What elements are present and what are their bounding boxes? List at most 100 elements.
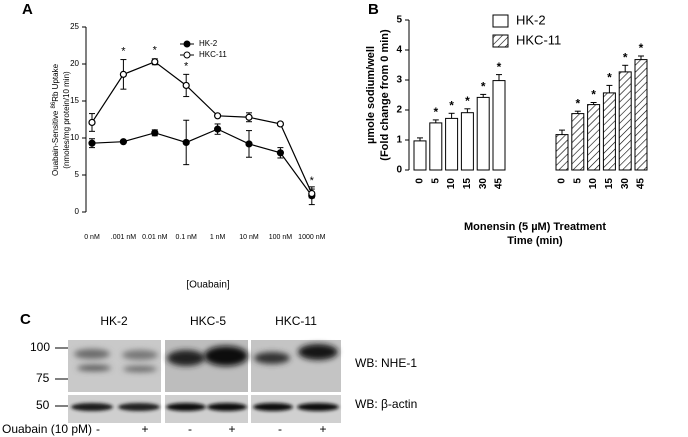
y-tick-label: 3 [396,75,402,86]
data-point [119,138,128,146]
x-tick-label: .001 nM [111,234,136,241]
x-tick-label: 30 [620,178,631,190]
x-tick-label: 10 [446,178,457,190]
significance-mark: * [121,45,126,57]
series-line [91,128,313,197]
y-tick-label: 20 [70,59,79,68]
blot-panel: C HK-2 HKC-5 HKC-11 100 75 50 [2,311,417,436]
treatment-sign: + [228,422,235,436]
treatment-sign: - [278,422,282,436]
y-label-sup: 86 [51,101,57,108]
legend-label: HK-2 [516,12,546,27]
cell-line-label: HK-2 [100,314,128,328]
legend-marker [183,40,191,48]
data-point [214,125,222,133]
bar [429,122,443,171]
x-tick-label: 0 [415,178,426,184]
x-tick-label: 10 [588,178,599,190]
x-axis-label: Monensin (5 µM) Treatment [464,221,606,233]
data-point [151,129,159,137]
y-tick-label: 5 [75,170,80,179]
y-tick-label: 4 [396,45,402,56]
panel-label: C [20,311,31,328]
significance-mark: * [481,80,486,94]
blot-image [68,340,341,423]
y-tick-label: 1 [396,135,402,146]
y-axis-label: µmole sodium/well [365,46,377,144]
x-axis-label: [Ouabain] [186,280,230,291]
probe-label: WB: NHE-1 [355,356,417,370]
significance-mark: * [623,50,628,64]
significance-mark: * [184,60,189,72]
significance-mark: * [607,71,612,85]
bar [618,71,632,171]
x-tick-label: 0 nM [84,234,100,241]
legend-label: HKC-11 [516,32,561,47]
x-tick-label: 0.1 nM [175,234,197,241]
significance-mark: * [310,175,315,187]
x-tick-label: 100 nM [269,234,293,241]
bar [602,92,616,171]
significance-mark: * [153,45,158,57]
y-tick-label: 0 [396,165,402,176]
treatment-sign: + [319,422,326,436]
y-axis-label: (Fold change from 0 min) [379,29,391,161]
x-tick-label: 10 nM [239,234,259,241]
panel-label: B [368,1,379,18]
data-point [276,149,284,157]
significance-mark: * [575,96,580,110]
significance-mark: * [497,60,502,74]
data-point [182,81,190,90]
legend-label: HK-2 [199,39,218,48]
y-tick-label: 5 [396,15,402,26]
data-point [182,138,190,147]
probe-label: WB: β-actin [355,397,417,411]
x-tick-label: 30 [478,178,489,190]
treatment-label: Ouabain (10 pM) [2,422,92,436]
y-label-part: Ouabain-Sensitive [51,108,60,176]
y-tick-label: 2 [396,105,402,116]
x-tick-label: 15 [604,178,615,190]
series-line [91,61,313,194]
x-tick-label: 1 nM [210,234,226,241]
x-tick-label: 45 [636,178,647,190]
data-point [88,118,96,127]
data-point [214,112,222,120]
bar [460,112,474,171]
x-tick-label: 5 [572,178,583,184]
data-point [245,140,253,148]
data-point [276,120,284,128]
bar [445,117,459,171]
legend-swatch [492,34,509,48]
x-tick-label: 1000 nM [298,234,325,241]
mw-marker: 75 [36,371,50,385]
significance-mark: * [433,105,438,119]
y-tick-label: 10 [70,133,79,142]
x-tick-label: 15 [462,178,473,190]
y-tick-label: 0 [75,207,80,216]
bar [587,104,601,171]
treatment-sign: + [141,422,148,436]
significance-mark: * [639,41,644,55]
bar [555,134,569,171]
bar [413,140,427,171]
data-point [245,113,253,121]
bar [476,96,490,171]
significance-mark: * [449,98,454,112]
legend-marker [183,51,191,59]
cell-line-label: HKC-5 [190,314,226,328]
y-axis-label: Ouabain-Sensitive 86Rb Uptake [51,63,61,176]
mw-marker: 100 [30,340,50,354]
significance-mark: * [465,94,470,108]
mw-marker: 50 [36,398,50,412]
cell-line-label: HKC-11 [275,314,317,328]
data-point [119,70,128,78]
x-tick-label: 0 [557,178,568,184]
x-tick-label: 45 [494,178,505,190]
x-tick-label: 0.01 nM [142,234,167,241]
y-tick-label: 25 [70,22,79,31]
bar [634,59,648,171]
data-point [151,58,159,66]
panel-label: A [22,1,33,18]
